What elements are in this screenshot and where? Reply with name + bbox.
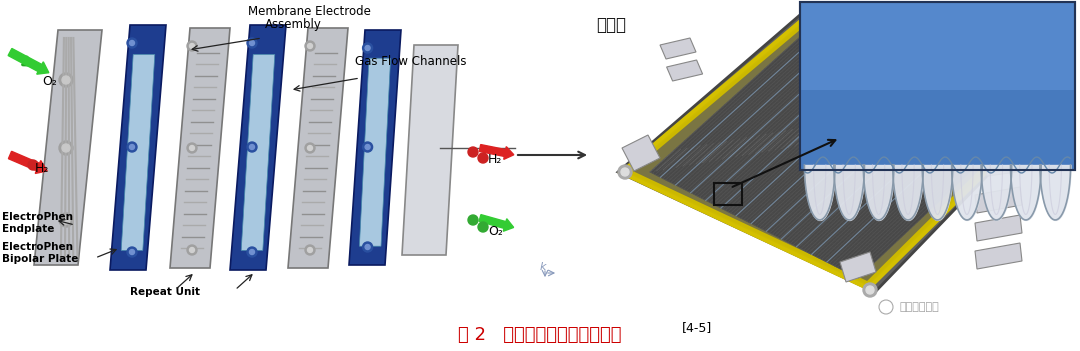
Circle shape: [363, 43, 373, 53]
FancyArrow shape: [480, 145, 514, 159]
Text: O₂: O₂: [42, 75, 57, 88]
Circle shape: [130, 40, 135, 46]
Polygon shape: [975, 243, 1022, 269]
Circle shape: [806, 6, 814, 14]
Circle shape: [247, 142, 257, 152]
Circle shape: [130, 250, 135, 254]
Text: ElectroPhen: ElectroPhen: [2, 212, 73, 222]
Circle shape: [62, 76, 70, 84]
Polygon shape: [1000, 126, 1032, 146]
Text: Gas Flow Channels: Gas Flow Channels: [355, 55, 467, 68]
Polygon shape: [840, 252, 876, 282]
Polygon shape: [360, 58, 391, 246]
Polygon shape: [975, 215, 1022, 241]
Circle shape: [249, 40, 255, 46]
Polygon shape: [1015, 96, 1047, 116]
Polygon shape: [288, 28, 348, 268]
FancyArrow shape: [480, 214, 514, 231]
Polygon shape: [622, 135, 660, 171]
Polygon shape: [625, 16, 1059, 286]
Polygon shape: [650, 28, 1045, 278]
Circle shape: [866, 286, 874, 294]
Polygon shape: [121, 54, 154, 250]
Circle shape: [1056, 89, 1070, 103]
Text: Membrane Electrode: Membrane Electrode: [248, 5, 370, 18]
Polygon shape: [110, 25, 166, 270]
Polygon shape: [170, 28, 230, 268]
Circle shape: [127, 142, 137, 152]
Polygon shape: [618, 8, 1068, 292]
Bar: [800, 90, 1075, 170]
Circle shape: [468, 147, 478, 157]
Circle shape: [247, 38, 257, 48]
Circle shape: [247, 247, 257, 257]
Circle shape: [59, 73, 73, 87]
Circle shape: [130, 145, 135, 150]
Bar: [714, 183, 742, 205]
Circle shape: [127, 247, 137, 257]
Circle shape: [305, 143, 315, 153]
Polygon shape: [402, 45, 458, 255]
Circle shape: [189, 146, 194, 151]
Text: H₂: H₂: [488, 153, 502, 166]
Circle shape: [59, 213, 73, 227]
Text: k: k: [540, 262, 546, 272]
Polygon shape: [241, 54, 274, 250]
Circle shape: [187, 245, 197, 255]
Polygon shape: [975, 187, 1022, 213]
Circle shape: [468, 215, 478, 225]
Text: Assembly: Assembly: [265, 18, 322, 31]
Text: Repeat Unit: Repeat Unit: [130, 287, 200, 297]
Circle shape: [363, 242, 373, 252]
Text: 双极板: 双极板: [596, 16, 626, 34]
Circle shape: [189, 247, 194, 252]
Text: Bipolar Plate: Bipolar Plate: [2, 254, 79, 264]
Text: [4-5]: [4-5]: [681, 322, 712, 335]
Circle shape: [28, 160, 38, 170]
Circle shape: [305, 245, 315, 255]
Polygon shape: [985, 156, 1017, 176]
Circle shape: [249, 250, 255, 254]
Text: H₂: H₂: [35, 162, 50, 175]
Circle shape: [249, 145, 255, 150]
Circle shape: [618, 165, 632, 179]
Text: 图 2   质子交换膜燃料电池结构: 图 2 质子交换膜燃料电池结构: [458, 326, 622, 344]
Polygon shape: [33, 30, 102, 265]
Circle shape: [365, 245, 370, 250]
Circle shape: [62, 216, 70, 224]
Circle shape: [1059, 92, 1067, 100]
FancyArrow shape: [9, 151, 48, 173]
Circle shape: [187, 143, 197, 153]
Circle shape: [478, 222, 488, 232]
Circle shape: [189, 44, 194, 48]
Polygon shape: [666, 60, 703, 81]
Circle shape: [478, 153, 488, 163]
Circle shape: [127, 38, 137, 48]
Text: 艾邦氢科技网: 艾邦氢科技网: [900, 302, 940, 312]
Circle shape: [804, 3, 816, 17]
Bar: [800, 2, 1075, 170]
Text: O₂: O₂: [488, 225, 503, 238]
Text: Endplate: Endplate: [2, 224, 54, 234]
Polygon shape: [349, 30, 401, 265]
Polygon shape: [660, 38, 696, 59]
Bar: [800, 2, 1075, 170]
FancyArrow shape: [9, 48, 49, 74]
Circle shape: [365, 46, 370, 51]
Circle shape: [863, 283, 877, 297]
Circle shape: [308, 44, 312, 48]
Text: ElectroPhen: ElectroPhen: [2, 242, 73, 252]
Circle shape: [305, 41, 315, 51]
Circle shape: [187, 41, 197, 51]
Circle shape: [308, 247, 312, 252]
Circle shape: [363, 142, 373, 152]
Circle shape: [59, 141, 73, 155]
Circle shape: [621, 168, 629, 176]
Polygon shape: [230, 25, 286, 270]
Circle shape: [62, 144, 70, 152]
Circle shape: [308, 146, 312, 151]
Circle shape: [365, 145, 370, 150]
